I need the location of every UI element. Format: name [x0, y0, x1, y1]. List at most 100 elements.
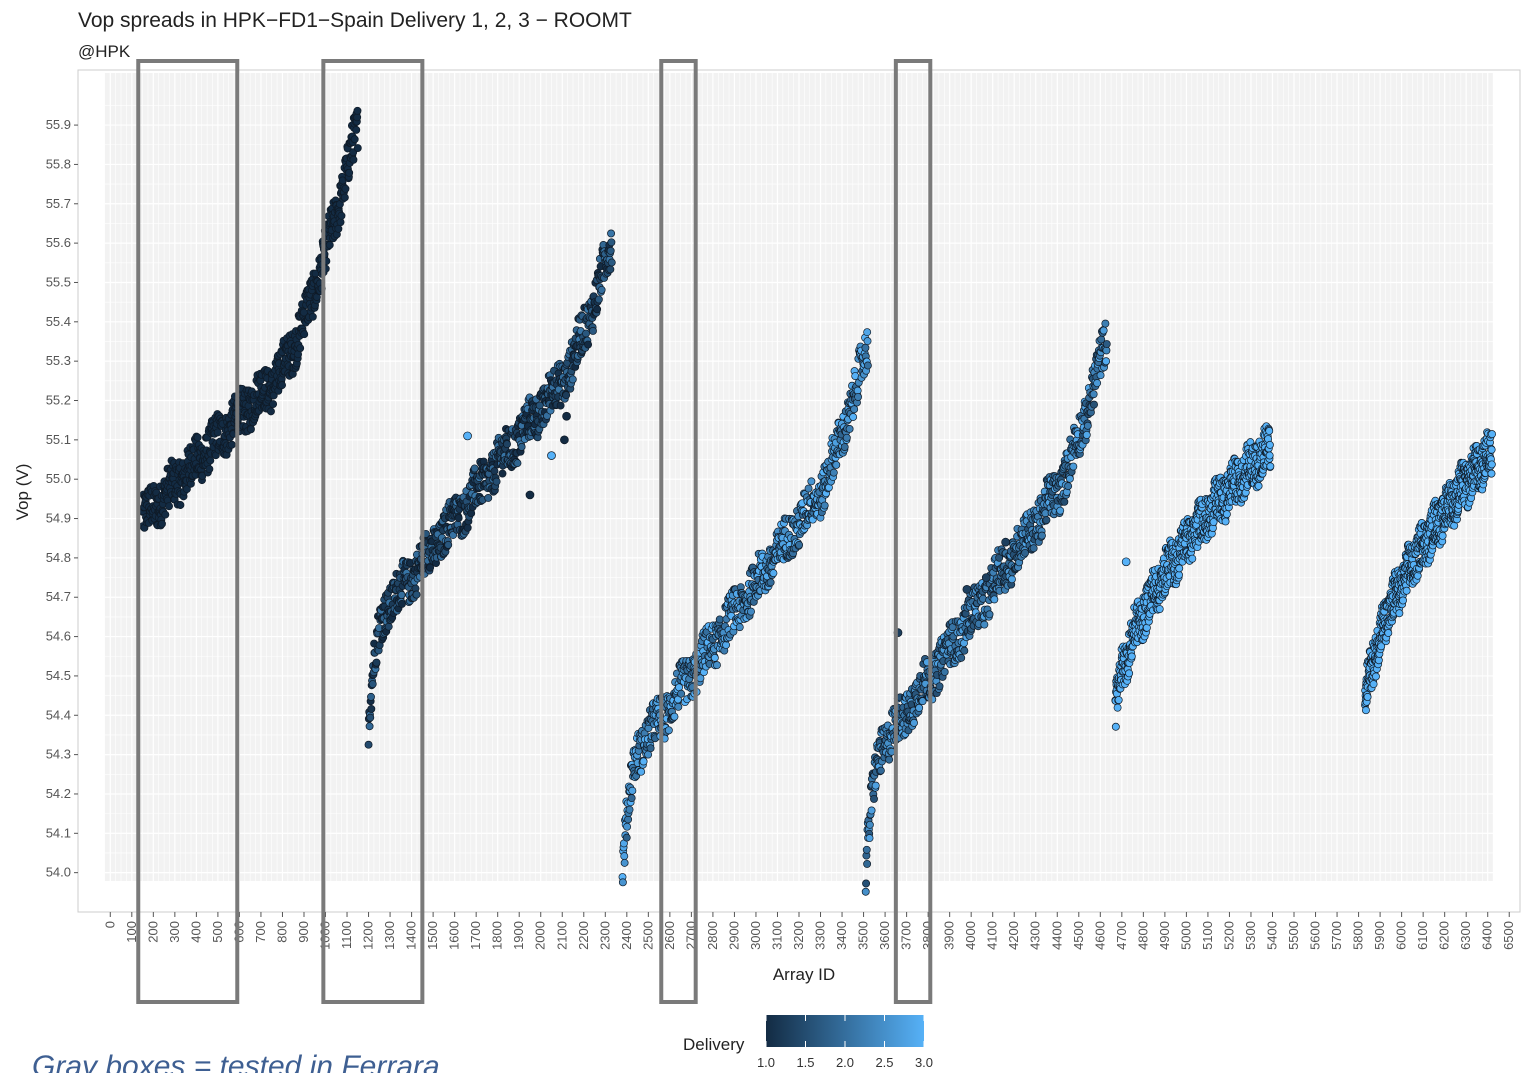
x-tick-label: 900 [296, 921, 311, 943]
data-point [832, 460, 841, 469]
x-tick-label: 4300 [1028, 921, 1043, 950]
data-point [990, 595, 999, 604]
data-point [368, 680, 377, 688]
y-tick-label: 54.6 [46, 629, 71, 644]
data-point [498, 469, 507, 478]
x-tick-label: 3600 [877, 921, 892, 950]
data-point [871, 781, 880, 790]
x-tick-label: 700 [253, 921, 268, 943]
x-tick-label: 3000 [748, 921, 763, 950]
data-point [372, 658, 381, 667]
x-tick-label: 2300 [597, 921, 612, 950]
data-point [158, 519, 166, 528]
x-tick-label: 3300 [813, 921, 828, 950]
data-point [935, 682, 944, 691]
y-tick-label: 55.6 [46, 235, 71, 250]
data-point [623, 822, 632, 831]
data-point [628, 786, 637, 795]
data-point [206, 456, 215, 465]
x-tick-label: 5100 [1200, 921, 1215, 950]
legend-tick-label: 1.0 [757, 1055, 775, 1070]
x-tick-label: 1200 [361, 921, 376, 950]
x-tick-label: 3200 [791, 921, 806, 950]
data-point [1487, 460, 1496, 469]
outlier-point [1001, 537, 1010, 547]
data-point [1402, 586, 1411, 595]
data-point [412, 590, 421, 599]
data-point [1155, 605, 1164, 613]
data-point [1188, 554, 1197, 563]
data-point [850, 405, 859, 414]
data-point [625, 805, 634, 814]
x-tick-label: 3800 [920, 921, 935, 950]
data-point [463, 523, 472, 532]
y-axis-ticks: 54.0 54.1 54.2 54.3 54.4 54.5 54.6 54.7 54.8 54.9… [46, 117, 78, 880]
x-tick-label: 4100 [985, 921, 1000, 950]
outlier-point [1121, 557, 1131, 567]
data-point [1037, 531, 1046, 540]
data-point [862, 845, 871, 854]
data-point [1069, 462, 1078, 471]
legend: Delivery 1.0 1.5 2.0 2.5 3.0 [683, 1015, 933, 1070]
data-point [426, 563, 435, 572]
data-point [885, 755, 894, 764]
data-point [398, 599, 406, 608]
data-point [861, 343, 870, 352]
data-point [278, 381, 286, 390]
data-point [639, 757, 648, 766]
x-tick-label: 5800 [1351, 921, 1366, 950]
data-point [593, 305, 602, 314]
data-point [227, 440, 236, 449]
data-point [674, 702, 683, 711]
x-tick-label: 1800 [490, 921, 505, 950]
x-tick-label: 1400 [404, 921, 419, 950]
y-tick-label: 55.5 [46, 274, 71, 289]
data-point [1021, 548, 1029, 557]
data-point [1090, 400, 1098, 409]
y-tick-label: 54.4 [46, 707, 71, 722]
x-tick-label: 4900 [1157, 921, 1172, 950]
x-tick-label: 2600 [662, 921, 677, 950]
data-point [637, 767, 646, 776]
data-point [980, 620, 989, 629]
data-point [865, 834, 874, 843]
data-point [849, 413, 858, 421]
data-point [863, 328, 872, 337]
data-point [1487, 445, 1496, 454]
chart-title: Vop spreads in HPK−FD1−Spain Delivery 1,… [78, 9, 632, 32]
x-tick-label: 5300 [1243, 921, 1258, 950]
data-point [350, 135, 359, 144]
x-tick-label: 500 [210, 921, 225, 943]
chart-subtitle: @HPK [78, 42, 131, 61]
y-tick-label: 55.0 [46, 471, 71, 486]
data-point [366, 713, 375, 722]
x-tick-label: 1100 [339, 921, 354, 949]
data-point [594, 295, 603, 304]
data-point [1487, 469, 1496, 478]
data-point [865, 820, 874, 829]
data-point [1082, 430, 1091, 439]
data-point [1089, 390, 1098, 399]
data-point [1175, 570, 1183, 579]
data-point [503, 440, 511, 449]
data-point [1175, 564, 1184, 573]
data-point [336, 218, 345, 227]
data-point [517, 442, 526, 451]
y-tick-label: 55.8 [46, 156, 71, 171]
x-tick-label: 300 [167, 921, 182, 943]
data-point [568, 375, 577, 384]
legend-tick-label: 2.0 [836, 1055, 854, 1070]
data-point [365, 722, 374, 731]
y-tick-label: 54.2 [46, 786, 71, 801]
data-point [606, 246, 615, 255]
grid-lines [104, 73, 1510, 881]
data-point [1101, 319, 1110, 328]
data-point [1221, 517, 1230, 526]
x-tick-label: 5400 [1264, 921, 1279, 950]
data-points [138, 106, 1496, 896]
y-tick-label: 54.3 [46, 747, 71, 762]
data-point [300, 330, 309, 339]
data-point [863, 361, 872, 370]
x-tick-label: 3400 [834, 921, 849, 950]
x-tick-label: 4200 [1006, 921, 1021, 950]
